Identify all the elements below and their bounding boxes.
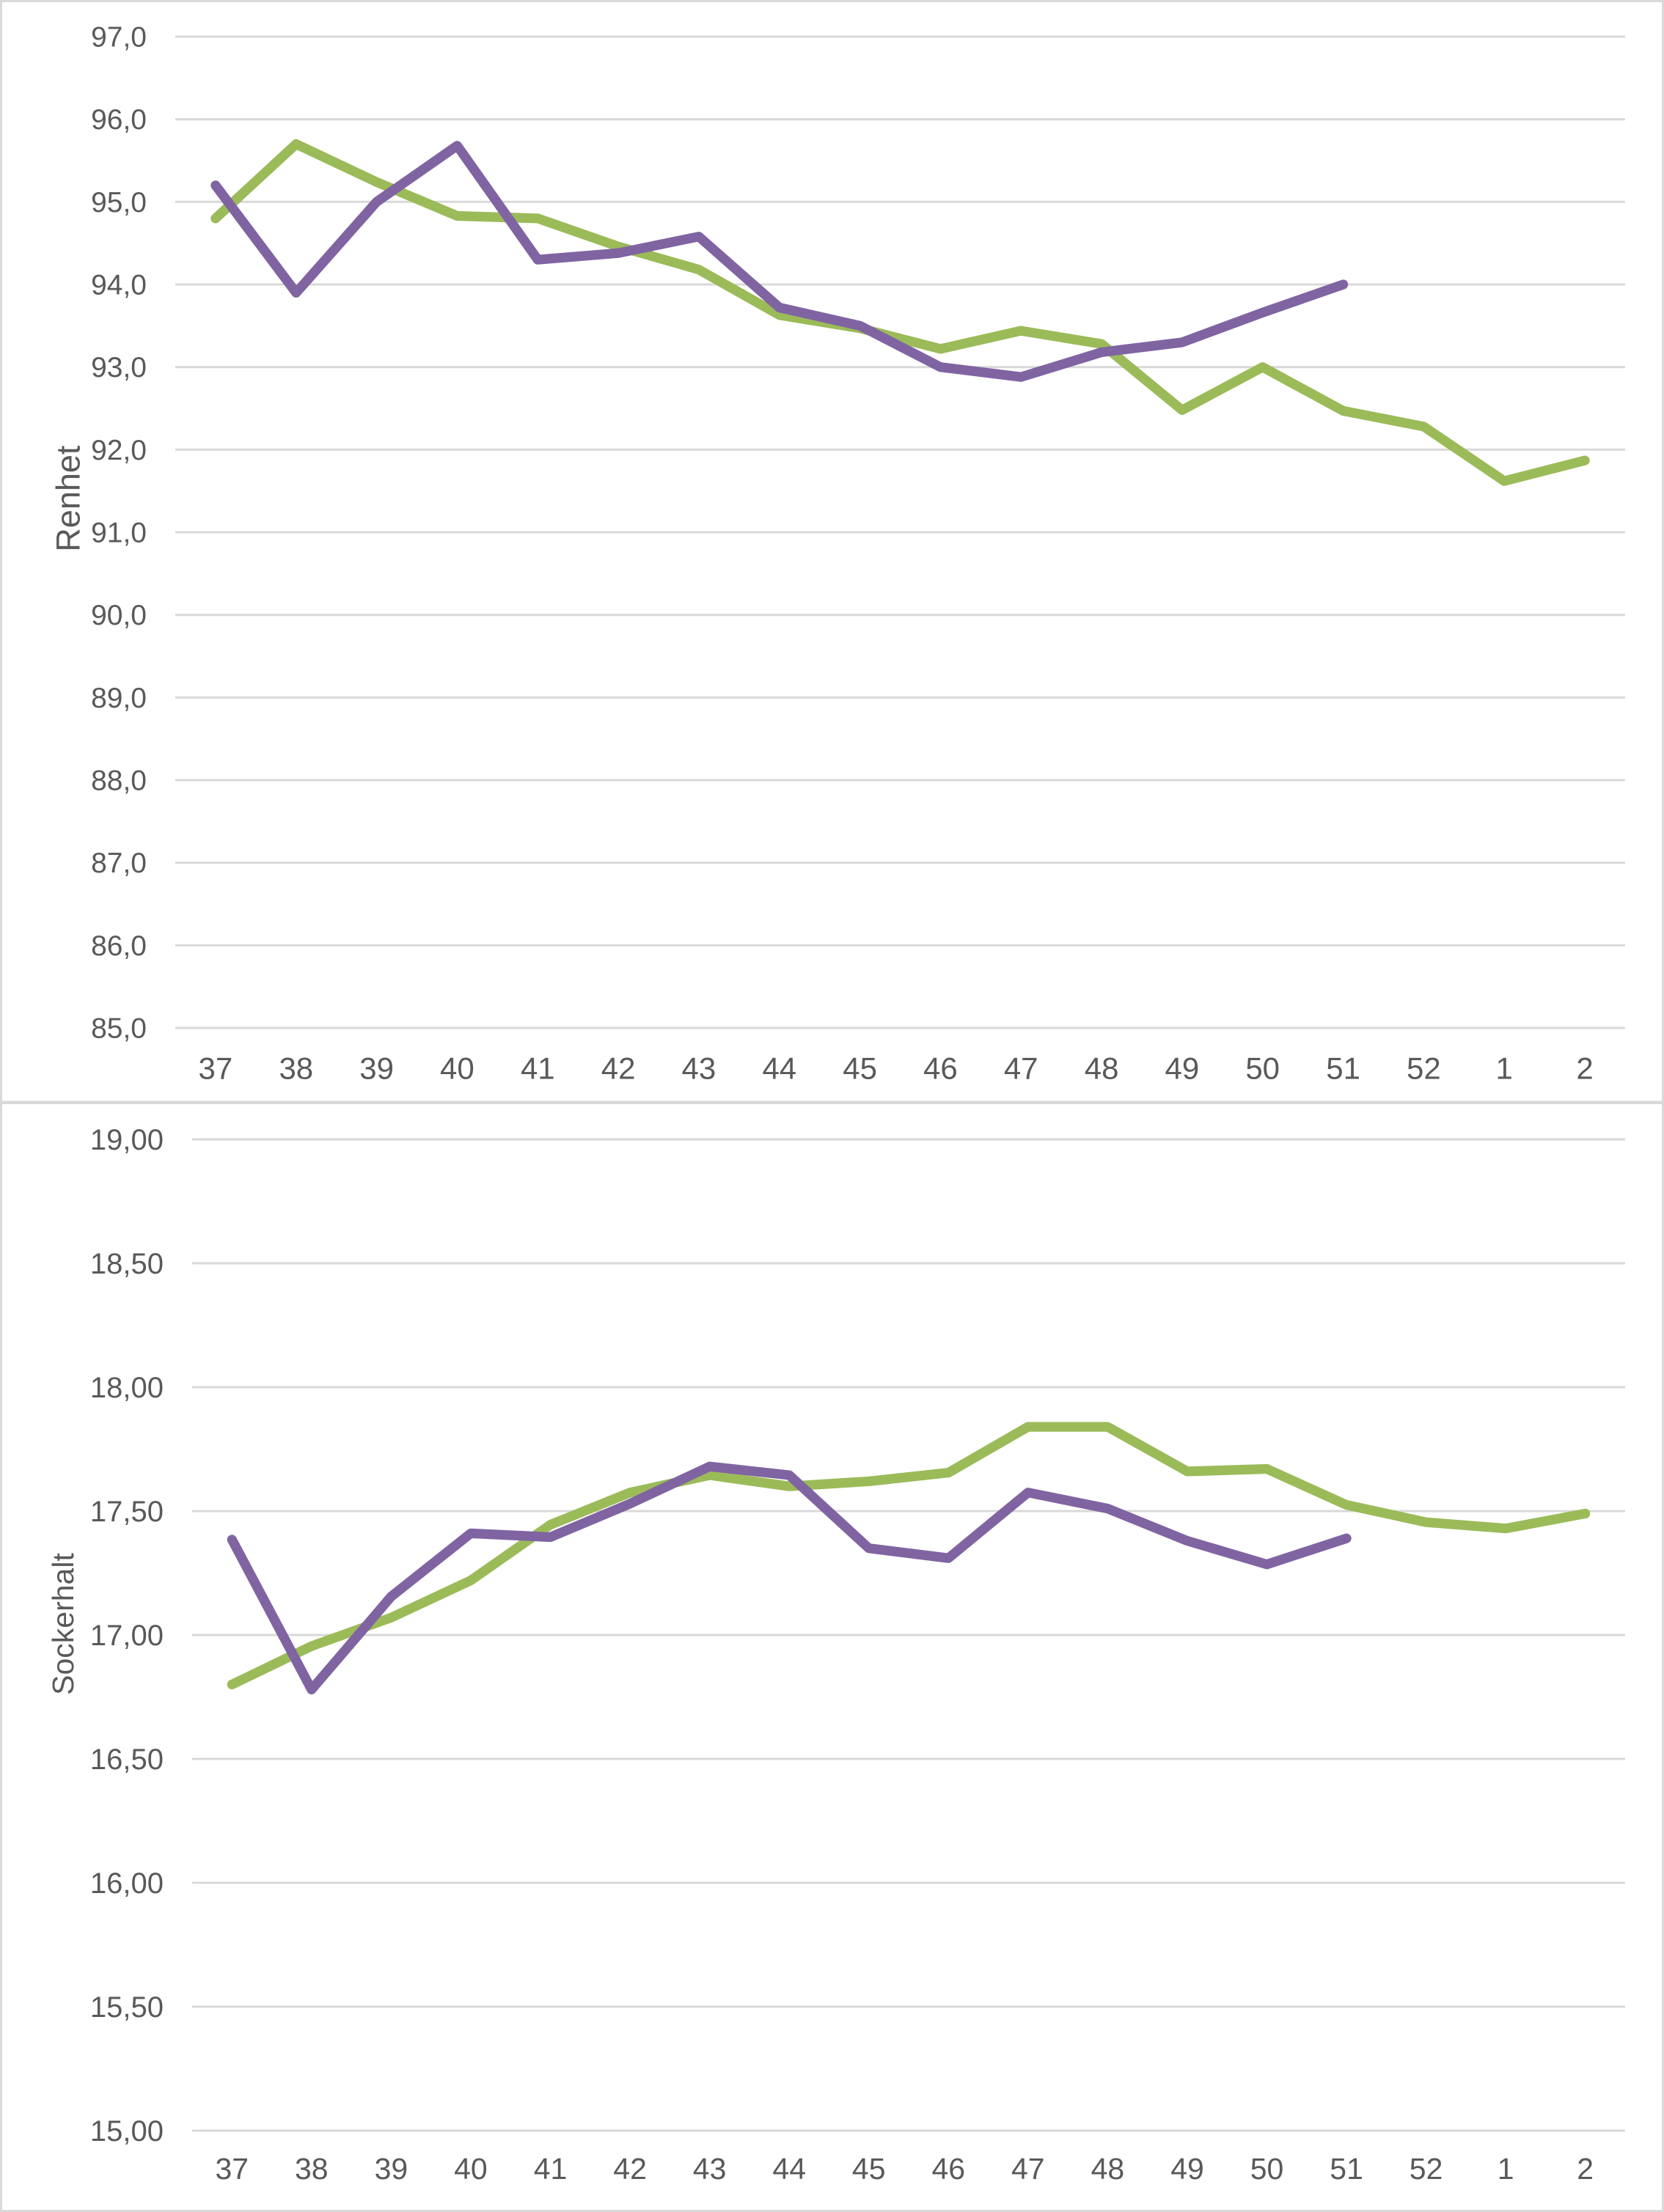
svg-text:45: 45 xyxy=(843,1051,877,1086)
svg-text:37: 37 xyxy=(199,1051,233,1086)
svg-text:1: 1 xyxy=(1496,1051,1513,1086)
svg-text:47: 47 xyxy=(1011,2152,1045,2186)
svg-text:93,0: 93,0 xyxy=(91,352,147,383)
svg-text:96,0: 96,0 xyxy=(91,104,147,136)
svg-text:45: 45 xyxy=(852,2152,886,2186)
svg-text:48: 48 xyxy=(1091,2152,1125,2186)
svg-text:43: 43 xyxy=(682,1051,716,1086)
svg-text:Renhet: Renhet xyxy=(50,445,87,552)
svg-text:47: 47 xyxy=(1004,1051,1038,1086)
svg-text:37: 37 xyxy=(215,2152,249,2186)
svg-text:1: 1 xyxy=(1498,2152,1514,2186)
svg-text:38: 38 xyxy=(295,2152,329,2186)
svg-text:89,0: 89,0 xyxy=(91,683,147,714)
svg-text:90,0: 90,0 xyxy=(91,600,147,631)
svg-text:50: 50 xyxy=(1245,1051,1280,1086)
svg-text:17,00: 17,00 xyxy=(90,1620,164,1652)
svg-text:15,00: 15,00 xyxy=(90,2115,164,2147)
svg-text:95,0: 95,0 xyxy=(91,187,147,218)
svg-text:87,0: 87,0 xyxy=(91,848,147,879)
svg-text:39: 39 xyxy=(375,2152,408,2186)
svg-text:40: 40 xyxy=(454,2152,488,2186)
svg-text:92,0: 92,0 xyxy=(91,435,147,466)
svg-text:44: 44 xyxy=(772,2152,806,2186)
svg-text:48: 48 xyxy=(1085,1051,1119,1086)
svg-text:44: 44 xyxy=(762,1051,796,1086)
svg-text:41: 41 xyxy=(521,1051,555,1086)
svg-text:94,0: 94,0 xyxy=(91,270,147,301)
svg-text:43: 43 xyxy=(693,2152,727,2186)
svg-text:50: 50 xyxy=(1250,2152,1284,2186)
svg-text:17,50: 17,50 xyxy=(90,1496,164,1528)
svg-text:49: 49 xyxy=(1170,2152,1204,2186)
svg-text:49: 49 xyxy=(1165,1051,1200,1086)
svg-text:16,00: 16,00 xyxy=(90,1867,164,1900)
svg-text:16,50: 16,50 xyxy=(90,1743,164,1776)
svg-text:19,00: 19,00 xyxy=(90,1124,164,1156)
svg-text:2: 2 xyxy=(1577,2152,1594,2186)
svg-text:51: 51 xyxy=(1326,1051,1360,1086)
svg-text:91,0: 91,0 xyxy=(91,518,147,549)
svg-text:46: 46 xyxy=(923,1051,958,1086)
svg-text:88,0: 88,0 xyxy=(91,765,147,797)
svg-text:52: 52 xyxy=(1407,1051,1441,1086)
svg-text:97,0: 97,0 xyxy=(91,22,147,54)
svg-text:40: 40 xyxy=(440,1051,474,1086)
svg-text:39: 39 xyxy=(359,1051,394,1086)
svg-text:42: 42 xyxy=(613,2152,647,2186)
svg-text:18,50: 18,50 xyxy=(90,1248,164,1280)
svg-text:41: 41 xyxy=(534,2152,568,2186)
svg-text:2: 2 xyxy=(1576,1051,1593,1086)
svg-text:15,50: 15,50 xyxy=(90,1991,164,2024)
svg-text:85,0: 85,0 xyxy=(91,1013,147,1045)
svg-text:Sockerhalt: Sockerhalt xyxy=(46,1553,80,1695)
svg-text:38: 38 xyxy=(279,1051,313,1086)
svg-text:42: 42 xyxy=(601,1051,636,1086)
svg-text:52: 52 xyxy=(1410,2152,1443,2186)
svg-text:18,00: 18,00 xyxy=(90,1372,164,1404)
svg-text:86,0: 86,0 xyxy=(91,930,147,962)
svg-text:46: 46 xyxy=(931,2152,965,2186)
svg-text:51: 51 xyxy=(1330,2152,1363,2186)
